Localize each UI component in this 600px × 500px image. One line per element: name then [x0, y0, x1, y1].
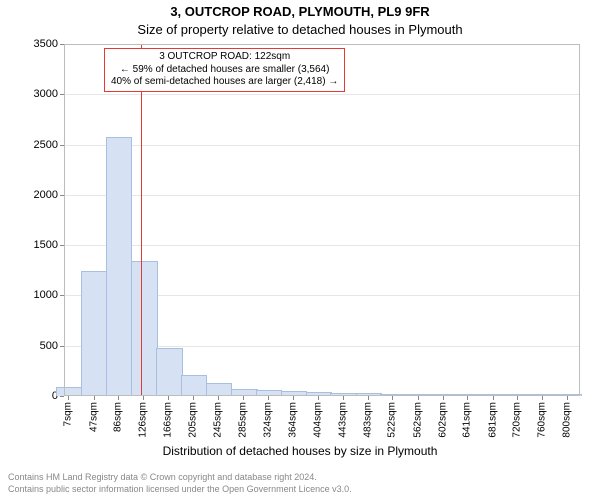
y-tick-label: 0	[18, 390, 58, 402]
x-tick-mark	[94, 396, 95, 400]
x-tick-label: 285sqm	[238, 402, 249, 438]
x-tick-mark	[368, 396, 369, 400]
x-tick-label: 443sqm	[337, 402, 348, 438]
chart-container: 3, OUTCROP ROAD, PLYMOUTH, PL9 9FR Size …	[0, 0, 600, 500]
x-tick-label: 324sqm	[262, 402, 273, 438]
x-tick-label: 126sqm	[138, 402, 149, 438]
y-tick-label: 500	[18, 340, 58, 352]
x-tick-mark	[392, 396, 393, 400]
histogram-bar	[256, 390, 283, 396]
x-tick-mark	[542, 396, 543, 400]
y-tick-label: 3000	[18, 88, 58, 100]
info-line-2: ← 59% of detached houses are smaller (3,…	[111, 64, 338, 77]
x-tick-label: 86sqm	[113, 402, 124, 432]
y-tick-label: 2000	[18, 189, 58, 201]
histogram-bar	[306, 392, 333, 396]
y-tick-mark	[60, 245, 64, 246]
x-tick-label: 483sqm	[362, 402, 373, 438]
histogram-bar	[156, 348, 183, 396]
histogram-bar	[181, 375, 208, 396]
y-tick-mark	[60, 44, 64, 45]
y-tick-label: 2500	[18, 139, 58, 151]
x-tick-label: 720sqm	[512, 402, 523, 438]
x-tick-label: 404sqm	[313, 402, 324, 438]
histogram-bar	[505, 394, 532, 396]
x-tick-mark	[443, 396, 444, 400]
histogram-bar	[281, 391, 308, 396]
histogram-bar	[431, 394, 458, 396]
x-tick-mark	[493, 396, 494, 400]
y-tick-mark	[60, 195, 64, 196]
x-tick-label: 205sqm	[188, 402, 199, 438]
histogram-bar	[330, 393, 357, 397]
x-tick-label: 47sqm	[88, 402, 99, 432]
y-tick-mark	[60, 145, 64, 146]
x-tick-mark	[318, 396, 319, 400]
x-tick-mark	[343, 396, 344, 400]
histogram-bar	[555, 394, 582, 396]
property-marker-line	[141, 44, 142, 396]
x-tick-label: 364sqm	[288, 402, 299, 438]
y-tick-label: 1000	[18, 289, 58, 301]
y-tick-mark	[60, 346, 64, 347]
x-tick-mark	[293, 396, 294, 400]
x-tick-mark	[517, 396, 518, 400]
page-title: 3, OUTCROP ROAD, PLYMOUTH, PL9 9FR	[0, 4, 600, 19]
histogram-bar	[231, 389, 258, 396]
y-tick-mark	[60, 295, 64, 296]
x-tick-label: 800sqm	[562, 402, 573, 438]
histogram-bar	[380, 394, 407, 396]
x-tick-label: 681sqm	[487, 402, 498, 438]
x-tick-label: 166sqm	[163, 402, 174, 438]
y-tick-mark	[60, 94, 64, 95]
x-tick-label: 562sqm	[412, 402, 423, 438]
x-tick-mark	[118, 396, 119, 400]
histogram-bar	[455, 394, 482, 396]
footer-line-2: Contains public sector information licen…	[8, 484, 352, 494]
footer-line-1: Contains HM Land Registry data © Crown c…	[8, 472, 317, 482]
page-subtitle: Size of property relative to detached ho…	[0, 22, 600, 37]
histogram-bar	[530, 394, 557, 396]
histogram-bar	[106, 137, 133, 396]
x-tick-mark	[218, 396, 219, 400]
info-line-1: 3 OUTCROP ROAD: 122sqm	[111, 51, 338, 64]
x-tick-label: 602sqm	[437, 402, 448, 438]
x-tick-mark	[567, 396, 568, 400]
histogram-bar	[56, 387, 83, 396]
x-tick-label: 641sqm	[462, 402, 473, 438]
x-tick-mark	[143, 396, 144, 400]
y-tick-label: 3500	[18, 38, 58, 50]
x-tick-mark	[268, 396, 269, 400]
histogram-bar	[405, 394, 432, 396]
histogram-bar	[356, 393, 383, 396]
plot-area: 05001000150020002500300035007sqm47sqm86s…	[64, 44, 580, 396]
y-tick-label: 1500	[18, 239, 58, 251]
x-tick-mark	[467, 396, 468, 400]
x-tick-mark	[243, 396, 244, 400]
x-tick-label: 245sqm	[213, 402, 224, 438]
histogram-bar	[81, 271, 108, 396]
x-tick-mark	[193, 396, 194, 400]
x-tick-mark	[418, 396, 419, 400]
x-axis-label: Distribution of detached houses by size …	[0, 444, 600, 458]
x-tick-mark	[68, 396, 69, 400]
histogram-bar	[480, 394, 507, 396]
x-tick-label: 760sqm	[537, 402, 548, 438]
x-tick-label: 522sqm	[387, 402, 398, 438]
histogram-bar	[206, 383, 233, 396]
y-tick-mark	[60, 396, 64, 397]
histogram-bar	[131, 261, 158, 396]
info-box: 3 OUTCROP ROAD: 122sqm ← 59% of detached…	[104, 48, 345, 92]
x-tick-mark	[168, 396, 169, 400]
info-line-3: 40% of semi-detached houses are larger (…	[111, 76, 338, 89]
x-tick-label: 7sqm	[63, 402, 74, 426]
